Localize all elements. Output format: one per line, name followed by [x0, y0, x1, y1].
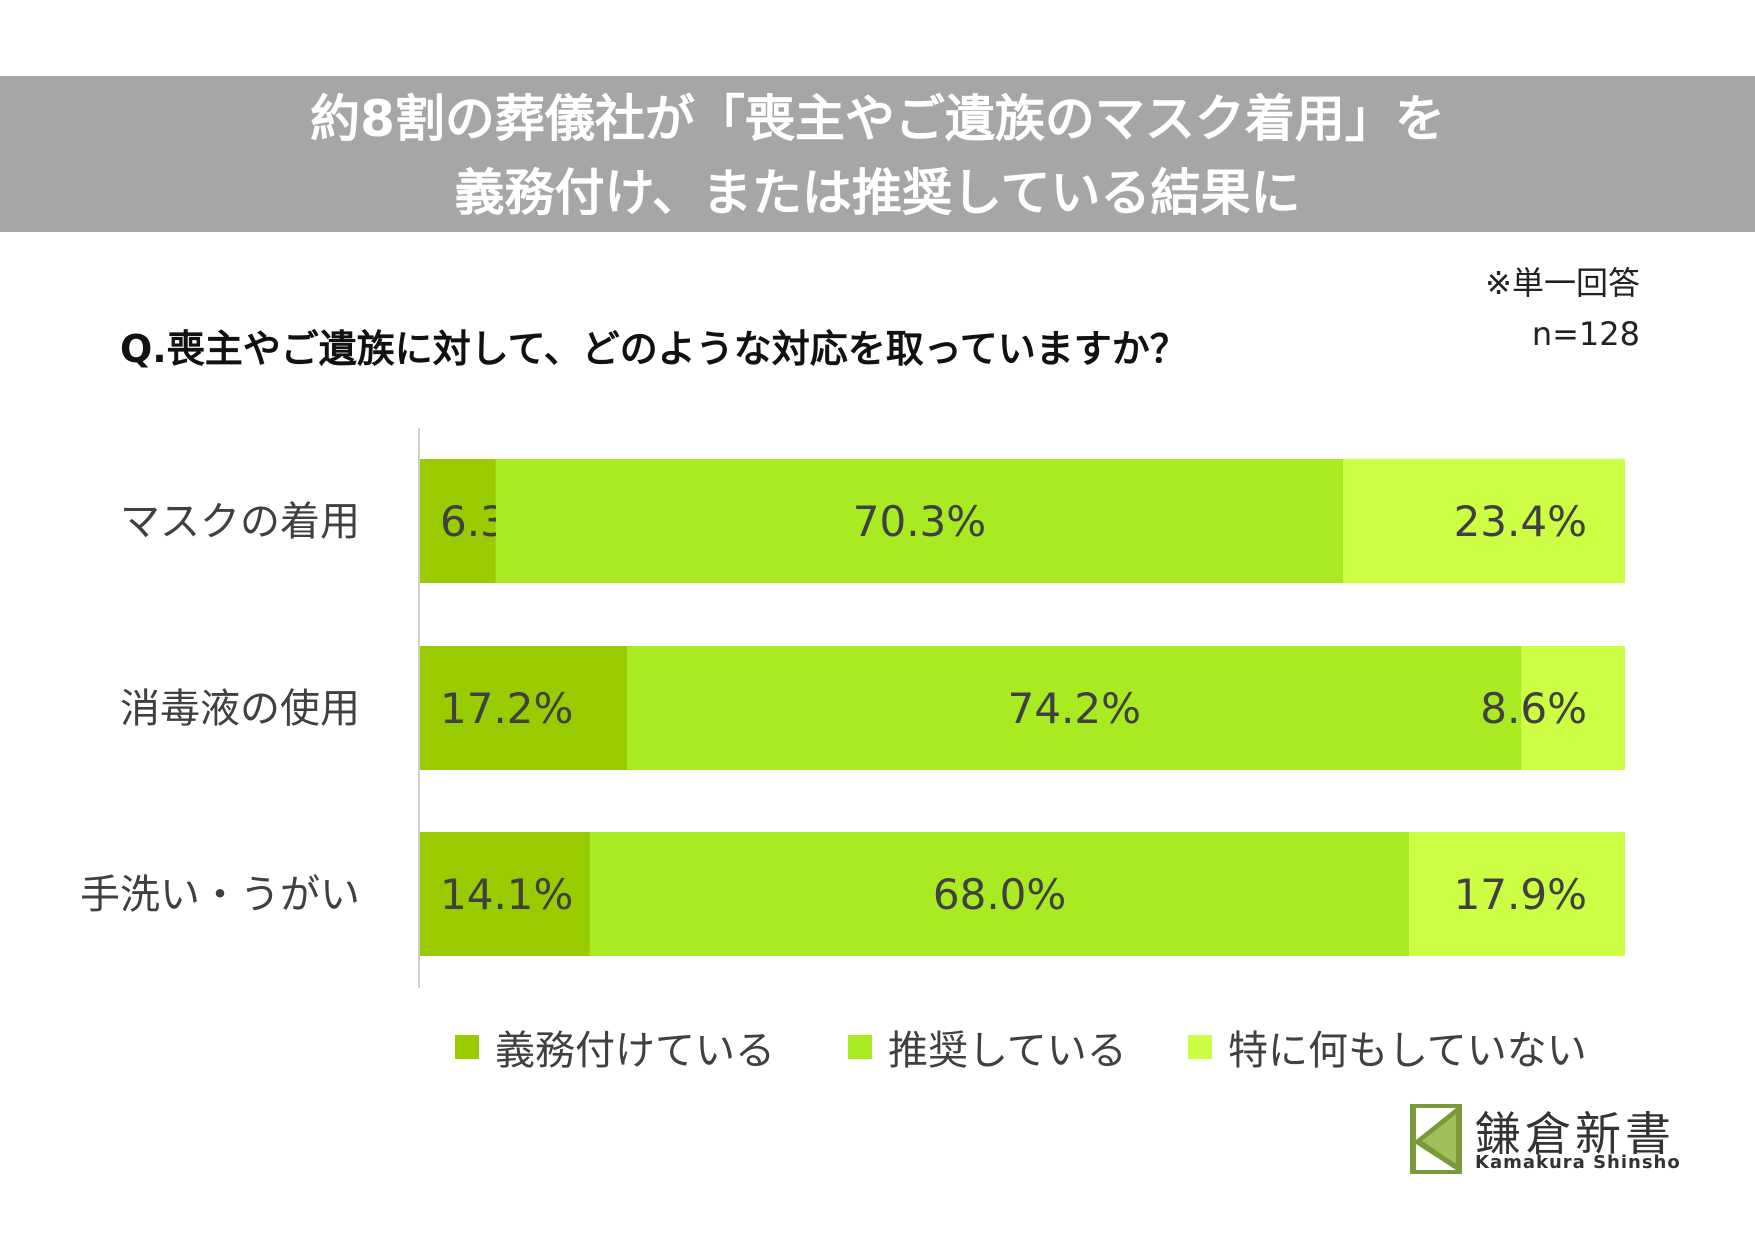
data-label: 74.2%	[1008, 684, 1141, 733]
data-label: 14.1%	[440, 870, 573, 919]
data-label: 17.9%	[1454, 870, 1587, 919]
bar-segment	[1521, 646, 1625, 770]
data-label: 23.4%	[1454, 497, 1587, 546]
legend-swatch	[455, 1035, 479, 1059]
legend-label: 義務付けている	[495, 1028, 775, 1074]
single-answer-note: ※単一回答	[1485, 264, 1640, 302]
bar-segment	[420, 832, 590, 956]
legend-label: 特に何もしていない	[1228, 1028, 1587, 1074]
data-label: 8.6%	[1480, 684, 1587, 733]
logo-name: 鎌倉新書	[1475, 1107, 1675, 1161]
logo-subtitle: Kamakura Shinsho	[1475, 1152, 1681, 1173]
bar-segment	[1409, 832, 1625, 956]
legend-swatch	[1188, 1035, 1212, 1059]
sample-size-note: n=128	[1531, 315, 1640, 353]
company-logo: 鎌倉新書 Kamakura Shinsho	[1410, 1100, 1680, 1180]
bar-segment	[1343, 459, 1625, 583]
legend-label: 推奨している	[888, 1028, 1127, 1074]
legend-item: 義務付けている	[455, 1018, 775, 1076]
bar-segment	[420, 646, 628, 770]
bar-segment	[495, 459, 1344, 583]
legend-swatch	[848, 1035, 872, 1059]
title-banner: 約8割の葬儀社が「喪主やご遺族のマスク着用」を 義務付け、または推奨している結果…	[0, 76, 1755, 232]
bar-segment	[420, 459, 496, 583]
legend-item: 特に何もしていない	[1188, 1018, 1587, 1076]
stacked-bar-chart: マスクの着用 6.3% 70.3% 23.4%消毒液の使用 17.2% 74.2% 8.6%…	[80, 428, 1625, 988]
bar-segment	[627, 646, 1522, 770]
logo-mark-icon	[1410, 1104, 1462, 1174]
data-label: 68.0%	[933, 870, 1066, 919]
category-label: マスクの着用	[120, 499, 360, 545]
data-label: 70.3%	[853, 497, 986, 546]
bar-segment	[589, 832, 1410, 956]
title-line-1: 約8割の葬儀社が「喪主やご遺族のマスク着用」を	[310, 90, 1445, 148]
legend-item: 推奨している	[848, 1018, 1127, 1076]
category-label: 消毒液の使用	[120, 686, 360, 732]
chart-legend: 義務付けている 推奨している 特に何もしていない	[0, 1018, 1755, 1078]
category-label: 手洗い・うがい	[80, 872, 360, 918]
data-label: 17.2%	[440, 684, 573, 733]
question-text: Q.喪主やご遺族に対して、どのような対応を取っていますか？	[120, 327, 1188, 371]
title-line-2: 義務付け、または推奨している結果に	[454, 164, 1301, 222]
